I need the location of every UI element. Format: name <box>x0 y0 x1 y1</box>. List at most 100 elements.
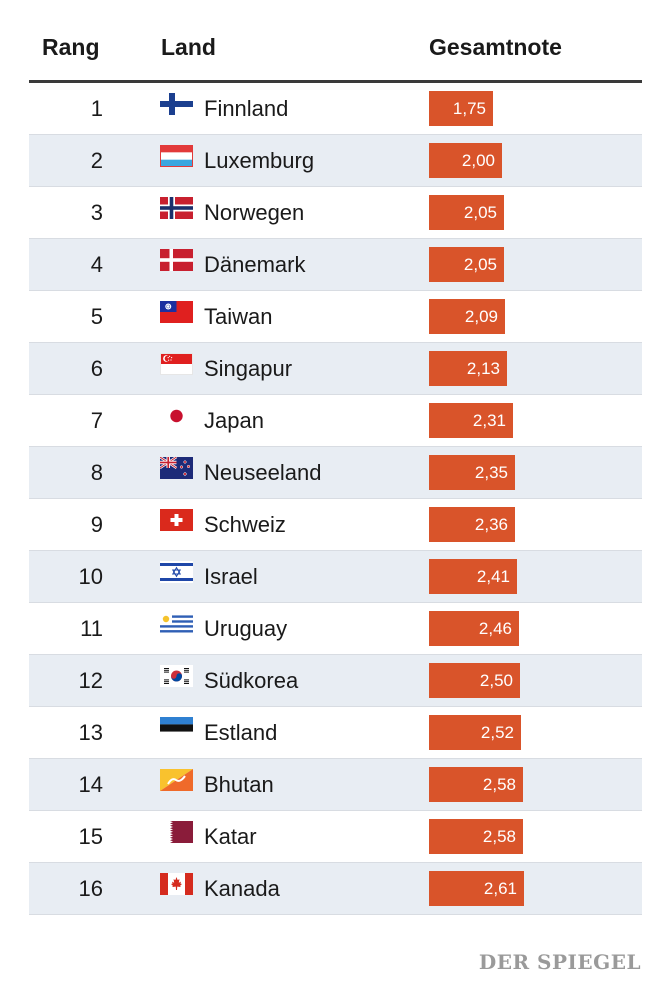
country-name: Neuseeland <box>204 460 322 485</box>
score-value: 2,46 <box>478 619 512 638</box>
table-row: 15 Katar 2,58 <box>29 811 642 863</box>
country-name: Bhutan <box>204 772 274 797</box>
table-body: 1 Finnland 1,75 2 Luxemburg 2,00 3 Norwegen 2,05… <box>29 83 642 915</box>
score-value: 2,36 <box>474 515 508 534</box>
rank-cell: 8 <box>90 460 103 485</box>
bhutan-flag-icon <box>160 769 193 791</box>
country-name: Finnland <box>204 96 289 121</box>
score-bar: 2,35 <box>429 455 515 490</box>
rank-cell: 2 <box>90 148 103 173</box>
rank-cell: 9 <box>90 512 103 537</box>
finland-flag-icon <box>160 93 193 115</box>
score-bar: 2,36 <box>429 507 515 542</box>
score-bar: 2,50 <box>429 663 520 698</box>
table-row: 9 Schweiz 2,36 <box>29 499 642 551</box>
taiwan-flag-icon <box>160 301 193 323</box>
country-name: Kanada <box>204 876 280 901</box>
score-value: 2,13 <box>466 359 500 378</box>
rank-cell: 6 <box>90 356 103 381</box>
table-row: 11 Uruguay 2,46 <box>29 603 642 655</box>
table-row: 8 Neuseeland 2,35 <box>29 447 642 499</box>
country-name: Israel <box>204 564 258 589</box>
israel-flag-icon <box>160 561 193 583</box>
luxembourg-flag-icon <box>160 145 193 167</box>
qatar-flag-icon <box>160 821 193 843</box>
score-bar: 2,00 <box>429 143 502 178</box>
rank-cell: 14 <box>78 772 103 797</box>
score-value: 2,58 <box>482 775 516 794</box>
country-name: Dänemark <box>204 252 306 277</box>
score-value: 1,75 <box>452 99 486 118</box>
score-bar: 2,13 <box>429 351 507 386</box>
country-name: Luxemburg <box>204 148 315 173</box>
score-bar: 2,58 <box>429 767 523 802</box>
rank-cell: 7 <box>90 408 103 433</box>
rank-cell: 3 <box>90 200 103 225</box>
score-bar: 2,09 <box>429 299 505 334</box>
rank-cell: 15 <box>78 824 103 849</box>
score-value: 2,61 <box>483 879 517 898</box>
country-name: Singapur <box>204 356 293 381</box>
column-header-country: Land <box>161 34 216 60</box>
column-header-score: Gesamtnote <box>429 34 562 60</box>
rank-cell: 10 <box>78 564 103 589</box>
singapore-flag-icon <box>160 353 193 375</box>
score-value: 2,31 <box>472 411 506 430</box>
score-bar: 1,75 <box>429 91 493 126</box>
score-value: 2,58 <box>482 827 516 846</box>
country-name: Estland <box>204 720 278 745</box>
score-bar: 2,46 <box>429 611 519 646</box>
score-bar: 2,05 <box>429 247 504 282</box>
rank-cell: 11 <box>80 616 103 641</box>
table-row: 16 Kanada 2,61 <box>29 863 642 915</box>
rank-cell: 1 <box>90 96 103 121</box>
score-value: 2,52 <box>480 723 514 742</box>
score-bar: 2,52 <box>429 715 521 750</box>
table-row: 7 Japan 2,31 <box>29 395 642 447</box>
score-value: 2,50 <box>479 671 513 690</box>
table-row: 12 Südkorea 2,50 <box>29 655 642 707</box>
table-row: 13 Estland 2,52 <box>29 707 642 759</box>
score-value: 2,00 <box>461 151 495 170</box>
uruguay-flag-icon <box>160 613 193 635</box>
country-name: Katar <box>204 824 257 849</box>
rank-cell: 13 <box>78 720 103 745</box>
table-row: 14 Bhutan 2,58 <box>29 759 642 811</box>
table-row: 3 Norwegen 2,05 <box>29 187 642 239</box>
source-logo: DER SPIEGEL <box>478 950 641 974</box>
table-header: Rang Land Gesamtnote <box>0 0 671 80</box>
canada-flag-icon <box>160 873 193 895</box>
score-bar: 2,31 <box>429 403 513 438</box>
table-row: 4 Dänemark 2,05 <box>29 239 642 291</box>
country-name: Taiwan <box>204 304 273 329</box>
rank-cell: 4 <box>90 252 103 277</box>
denmark-flag-icon <box>160 249 193 271</box>
table-row: 1 Finnland 1,75 <box>29 83 642 135</box>
score-bar: 2,05 <box>429 195 504 230</box>
score-value: 2,09 <box>464 307 498 326</box>
score-bar: 2,41 <box>429 559 517 594</box>
score-value: 2,41 <box>476 567 510 586</box>
country-name: Norwegen <box>204 200 305 225</box>
country-name: Schweiz <box>204 512 286 537</box>
table-row: 10 Israel 2,41 <box>29 551 642 603</box>
norway-flag-icon <box>160 197 193 219</box>
table-row: 6 Singapur 2,13 <box>29 343 642 395</box>
new-zealand-flag-icon <box>160 457 193 479</box>
score-bar: 2,58 <box>429 819 523 854</box>
score-value: 2,35 <box>474 463 508 482</box>
country-name: Uruguay <box>204 616 288 641</box>
rank-cell: 12 <box>78 668 103 693</box>
country-name: Japan <box>204 408 264 433</box>
japan-flag-icon <box>160 405 193 427</box>
table-row: 5 Taiwan 2,09 <box>29 291 642 343</box>
switzerland-flag-icon <box>160 509 193 531</box>
country-name: Südkorea <box>204 668 299 693</box>
estonia-flag-icon <box>160 717 193 739</box>
score-value: 2,05 <box>463 203 497 222</box>
table-row: 2 Luxemburg 2,00 <box>29 135 642 187</box>
header-divider <box>29 80 642 83</box>
rank-cell: 16 <box>78 876 103 901</box>
column-header-rank: Rang <box>42 34 100 60</box>
